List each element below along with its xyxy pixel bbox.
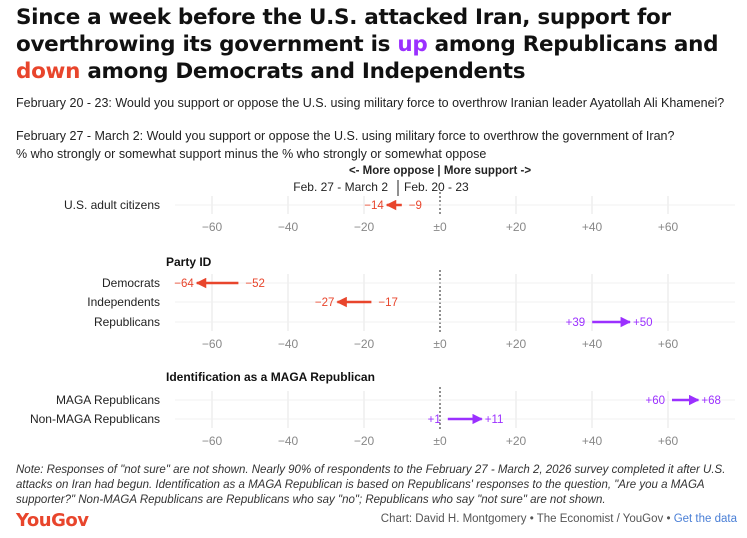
- tick-label: −20: [354, 434, 375, 448]
- tick-label: +60: [658, 434, 679, 448]
- panel-title-2: Party ID: [166, 255, 212, 269]
- value-label-later: −27: [315, 297, 335, 309]
- get-the-data-link[interactable]: Get the data: [673, 513, 737, 525]
- value-label-earlier: −52: [245, 278, 265, 290]
- tick-label: +60: [658, 220, 679, 234]
- series-label-earlier: Feb. 20 - 23: [404, 180, 469, 194]
- direction-label: <- More oppose | More support ->: [349, 165, 531, 177]
- row-label: Non-MAGA Republicans: [30, 412, 160, 426]
- row-label: U.S. adult citizens: [64, 198, 160, 212]
- credit-text: Chart: David H. Montgomery • The Economi…: [380, 513, 674, 525]
- chart-title: Since a week before the U.S. attacked Ir…: [16, 4, 736, 85]
- chart-note: Note: Responses of "not sure" are not sh…: [16, 464, 726, 506]
- tick-label: +60: [658, 337, 679, 351]
- tick-label: −20: [354, 337, 375, 351]
- tick-label: +40: [582, 337, 603, 351]
- title-part-2: among Republicans and: [427, 32, 719, 57]
- value-label-earlier: −9: [409, 200, 422, 212]
- tick-label: −40: [278, 220, 299, 234]
- tick-label: ±0: [433, 337, 447, 351]
- tick-label: +20: [506, 220, 527, 234]
- title-part-3: among Democrats and Independents: [80, 59, 526, 84]
- tick-label: +20: [506, 434, 527, 448]
- subtitle-question-2: February 27 - March 2: Would you support…: [16, 129, 675, 143]
- value-label-earlier: +39: [566, 317, 586, 329]
- panel-title-3: Identification as a MAGA Republican: [166, 370, 375, 384]
- row-label: Independents: [87, 295, 160, 309]
- tick-label: −40: [278, 337, 299, 351]
- row-label: Democrats: [102, 276, 160, 290]
- tick-label: −40: [278, 434, 299, 448]
- tick-label: −60: [202, 220, 223, 234]
- title-down-word: down: [16, 59, 81, 84]
- tick-label: +40: [582, 434, 603, 448]
- title-up-word: up: [397, 32, 428, 57]
- tick-label: −60: [202, 337, 223, 351]
- value-label-earlier: −17: [378, 297, 398, 309]
- tick-label: −60: [202, 434, 223, 448]
- value-label-earlier: +1: [428, 414, 441, 426]
- value-label-later: −14: [364, 200, 384, 212]
- tick-label: ±0: [433, 220, 447, 234]
- series-label-later: Feb. 27 - March 2: [293, 180, 388, 194]
- title-part-1: Since a week before the U.S. attacked Ir…: [16, 5, 671, 57]
- row-label: Republicans: [94, 315, 160, 329]
- subtitle-question-1: February 20 - 23: Would you support or o…: [16, 96, 725, 110]
- value-label-later: +50: [633, 317, 653, 329]
- chart-credit: Chart: David H. Montgomery • The Economi…: [381, 513, 737, 525]
- subtitle-metric: % who strongly or somewhat support minus…: [16, 147, 487, 161]
- tick-label: ±0: [433, 434, 447, 448]
- tick-label: −20: [354, 220, 375, 234]
- value-label-later: −64: [174, 278, 194, 290]
- value-label-later: +11: [485, 414, 504, 426]
- tick-label: +20: [506, 337, 527, 351]
- value-label-later: +68: [701, 395, 721, 407]
- row-label: MAGA Republicans: [56, 393, 160, 407]
- tick-label: +40: [582, 220, 603, 234]
- yougov-logo: YouGov: [16, 510, 89, 531]
- value-label-earlier: +60: [645, 395, 665, 407]
